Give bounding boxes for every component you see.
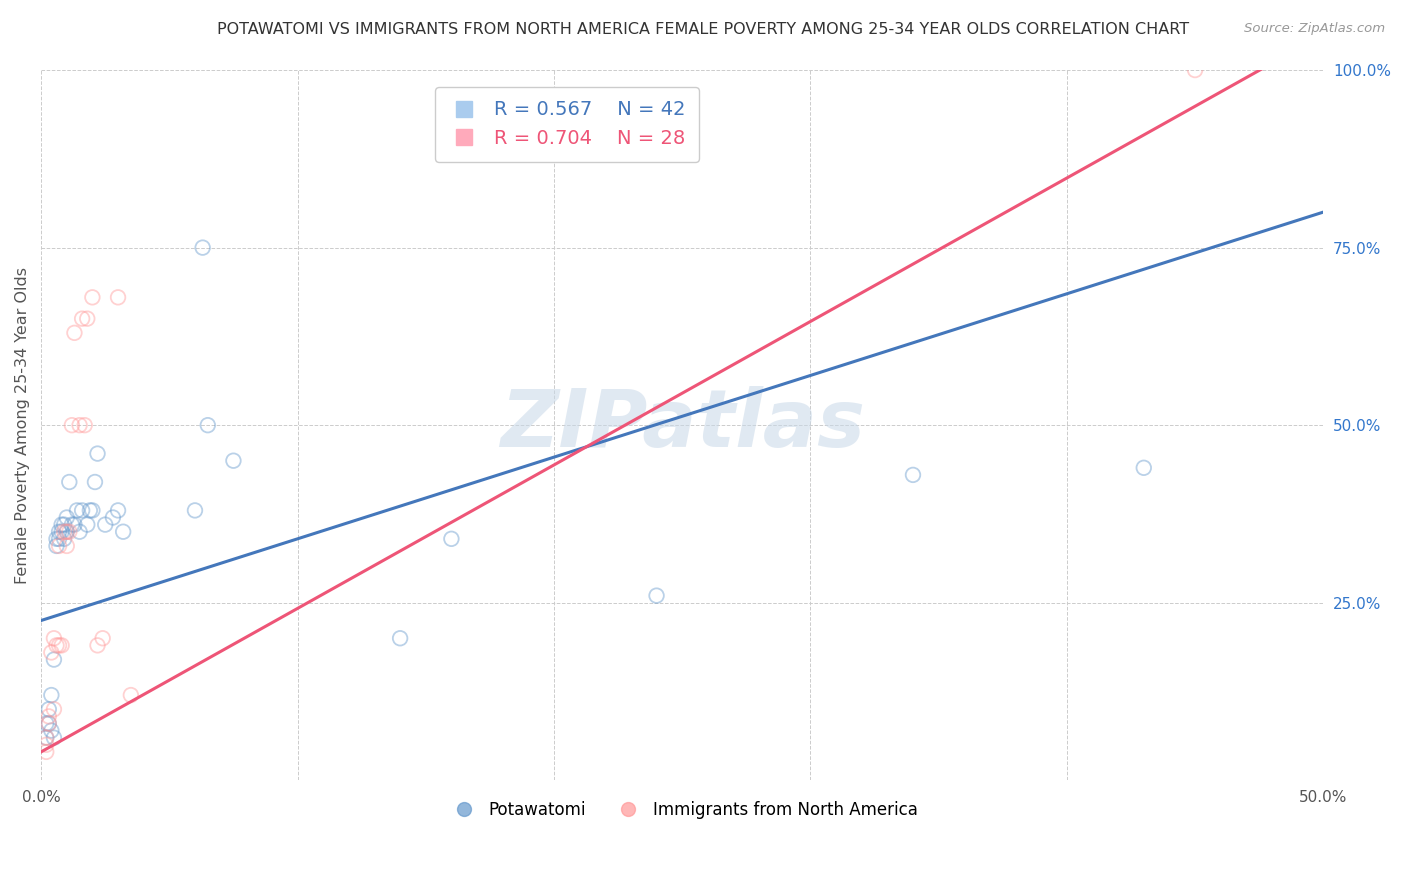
- Point: [42, 632, 65, 646]
- Point: [58, 475, 80, 489]
- Point: [38, 709, 60, 723]
- Point: [51, 517, 73, 532]
- Point: [901, 467, 924, 482]
- Point: [45, 638, 67, 652]
- Point: [94, 517, 117, 532]
- Point: [58, 524, 80, 539]
- Point: [53, 517, 76, 532]
- Point: [60, 517, 83, 532]
- Point: [55, 524, 77, 539]
- Point: [53, 532, 76, 546]
- Point: [38, 716, 60, 731]
- Point: [645, 589, 668, 603]
- Point: [84, 475, 107, 489]
- Point: [63, 517, 86, 532]
- Point: [191, 241, 214, 255]
- Point: [1132, 460, 1154, 475]
- Point: [222, 453, 245, 467]
- Point: [69, 524, 91, 539]
- Point: [55, 524, 77, 539]
- Point: [38, 702, 60, 716]
- Text: Source: ZipAtlas.com: Source: ZipAtlas.com: [1244, 22, 1385, 36]
- Point: [35, 731, 58, 745]
- Point: [53, 524, 76, 539]
- Point: [76, 517, 98, 532]
- Point: [35, 716, 58, 731]
- Point: [41, 723, 63, 738]
- Text: POTAWATOMI VS IMMIGRANTS FROM NORTH AMERICA FEMALE POVERTY AMONG 25-34 YEAR OLDS: POTAWATOMI VS IMMIGRANTS FROM NORTH AMER…: [217, 22, 1189, 37]
- Point: [82, 290, 104, 304]
- Point: [70, 311, 93, 326]
- Point: [48, 532, 70, 546]
- Point: [91, 632, 114, 646]
- Point: [101, 510, 124, 524]
- Point: [66, 503, 89, 517]
- Point: [86, 447, 108, 461]
- Point: [55, 539, 77, 553]
- Point: [48, 524, 70, 539]
- Point: [197, 418, 219, 433]
- Point: [45, 539, 67, 553]
- Point: [51, 638, 73, 652]
- Point: [1184, 63, 1206, 78]
- Point: [42, 652, 65, 666]
- Y-axis label: Female Poverty Among 25-34 Year Olds: Female Poverty Among 25-34 Year Olds: [15, 267, 30, 583]
- Point: [107, 290, 129, 304]
- Point: [112, 524, 135, 539]
- Point: [55, 510, 77, 524]
- Point: [63, 326, 86, 340]
- Point: [42, 731, 65, 745]
- Point: [440, 532, 463, 546]
- Point: [42, 702, 65, 716]
- Point: [70, 503, 93, 517]
- Point: [45, 532, 67, 546]
- Point: [48, 638, 70, 652]
- Point: [41, 645, 63, 659]
- Point: [184, 503, 207, 517]
- Point: [73, 418, 96, 433]
- Text: ZIPatlas: ZIPatlas: [499, 386, 865, 464]
- Point: [389, 632, 412, 646]
- Point: [48, 539, 70, 553]
- Point: [35, 738, 58, 752]
- Point: [35, 731, 58, 745]
- Point: [35, 745, 58, 759]
- Point: [38, 716, 60, 731]
- Point: [82, 503, 104, 517]
- Point: [107, 503, 129, 517]
- Point: [86, 638, 108, 652]
- Point: [76, 311, 98, 326]
- Point: [120, 688, 142, 702]
- Point: [60, 418, 83, 433]
- Point: [69, 418, 91, 433]
- Point: [41, 688, 63, 702]
- Point: [79, 503, 101, 517]
- Legend: Potawatomi, Immigrants from North America: Potawatomi, Immigrants from North Americ…: [440, 794, 924, 825]
- Point: [51, 524, 73, 539]
